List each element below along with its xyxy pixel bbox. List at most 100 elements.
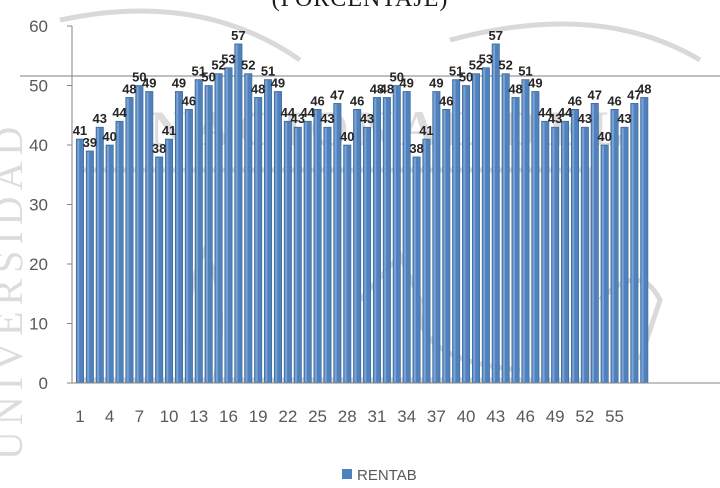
bar-highlight [611,110,614,383]
data-label: 38 [409,141,423,156]
bar-highlight [522,80,525,383]
bar-highlight [166,140,169,382]
data-label: 43 [578,111,592,126]
bar-highlight [542,122,545,382]
bar-highlight [255,98,258,383]
bar-highlight [265,80,268,383]
bar-highlight [512,98,515,383]
data-label: 41 [419,123,433,138]
y-tick-label: 0 [39,374,48,393]
data-label: 48 [370,81,384,96]
bar-highlight [225,68,228,383]
data-label: 43 [320,111,334,126]
x-tick-label: 13 [189,407,208,426]
bar-highlight [443,110,446,383]
bar-highlight [116,122,119,382]
data-label: 46 [310,93,324,108]
bar-highlight [275,92,278,382]
bar-highlight [433,92,436,382]
bar-highlight [344,146,347,382]
data-label: 49 [271,75,285,90]
data-label: 43 [548,111,562,126]
y-tick-label: 50 [29,77,48,96]
bar-highlight [77,140,80,382]
bar-highlight [354,110,357,383]
data-label: 52 [241,58,255,73]
y-tick-label: 30 [29,196,48,215]
x-tick-label: 43 [486,407,505,426]
bar-highlight [502,74,505,382]
data-label: 41 [162,123,176,138]
data-label: 51 [518,64,532,79]
data-label: 43 [617,111,631,126]
data-label: 44 [538,105,553,120]
bar-highlight [146,92,149,382]
data-label: 39 [83,135,97,150]
bar-highlight [413,157,416,382]
data-label: 49 [429,75,443,90]
bar-highlight [126,98,129,383]
y-tick-label: 20 [29,255,48,274]
data-label: 51 [449,64,463,79]
bar-highlight [285,122,288,382]
data-label: 51 [261,64,275,79]
data-label: 40 [597,129,611,144]
data-label: 47 [588,87,602,102]
x-tick-label: 16 [219,407,238,426]
data-label: 49 [399,75,413,90]
bar-highlight [423,140,426,382]
bar-highlight [106,146,109,382]
data-label: 48 [251,81,265,96]
bar-highlight [87,151,90,382]
data-label: 52 [498,58,512,73]
data-label: 53 [221,52,235,67]
data-label: 47 [330,87,344,102]
bar-highlight [245,74,248,382]
bar-highlight [314,110,317,383]
bar-highlight [205,86,208,382]
bar-highlight [582,128,585,382]
legend-swatch [342,469,352,479]
data-label: 46 [350,93,364,108]
bar-series [75,43,649,384]
bar-highlight [473,74,476,382]
bar-highlight [334,104,337,382]
y-axis: 0 10 20 30 40 50 60 [29,17,73,393]
data-label: 47 [627,87,641,102]
data-label: 38 [152,141,166,156]
bar-highlight [186,110,189,383]
bar-highlight [403,92,406,382]
bar-highlight [592,104,595,382]
data-label: 44 [558,105,573,120]
x-tick-label: 49 [546,407,565,426]
data-label: 48 [508,81,522,96]
bar-highlight [235,44,238,382]
bar-highlight [394,86,397,382]
bar-highlight [572,110,575,383]
watermark-arc-top-right [449,21,702,63]
watermark-arc-top [59,8,302,63]
data-label: 50 [132,70,146,85]
bar-highlight [493,44,496,382]
bar-highlight [552,128,555,382]
y-tick-label: 60 [29,17,48,36]
x-tick-label: 25 [308,407,327,426]
data-label: 48 [122,81,136,96]
x-tick-label: 28 [338,407,357,426]
bar-highlight [176,92,179,382]
bar-highlight [364,128,367,382]
bar-highlight [97,128,100,382]
data-label: 57 [489,28,503,43]
data-label: 57 [231,28,245,43]
bar-highlight [621,128,624,382]
data-label: 48 [380,81,394,96]
bar-highlight [324,128,327,382]
data-label: 46 [607,93,621,108]
bar-highlight [295,128,298,382]
bar-highlight [384,98,387,383]
data-label: 43 [360,111,374,126]
data-label: 43 [291,111,305,126]
x-tick-label: 1 [75,407,84,426]
data-label: 46 [439,93,453,108]
